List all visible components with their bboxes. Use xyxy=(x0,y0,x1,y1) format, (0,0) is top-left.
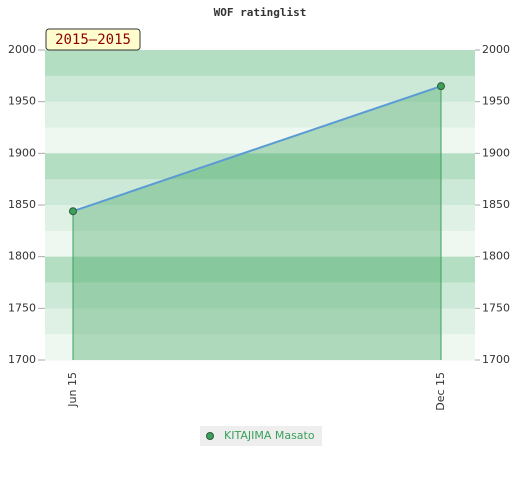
plot-band xyxy=(45,50,475,77)
badge: 2015–2015 xyxy=(55,32,131,48)
series-area xyxy=(73,86,441,361)
data-point xyxy=(437,82,445,91)
plot-band xyxy=(45,230,475,258)
x-tick-label: Dec 15 xyxy=(434,372,447,411)
y-tick-label: 2000 xyxy=(8,43,36,56)
plot-band xyxy=(45,153,475,180)
y-tick-label: 1750 xyxy=(8,301,36,314)
plot-band xyxy=(45,256,475,283)
legend-marker xyxy=(206,432,214,440)
y-tick-label: 1700 xyxy=(8,353,36,366)
chart-title: WOF ratinglist xyxy=(214,6,307,19)
plot-band xyxy=(45,334,475,361)
plot-band xyxy=(45,205,475,232)
y2-tick-label: 2000 xyxy=(482,43,510,56)
data-point xyxy=(69,207,77,216)
legend-label: KITAJIMA Masato xyxy=(224,429,315,442)
y-tick-label: 1900 xyxy=(8,146,36,159)
plot-band xyxy=(45,308,475,335)
plot-band xyxy=(45,101,475,128)
y2-tick-label: 1700 xyxy=(482,353,510,366)
y2-tick-label: 1950 xyxy=(482,95,510,108)
plot-band xyxy=(45,179,475,206)
y2-tick-label: 1850 xyxy=(482,198,510,211)
y-tick-label: 1950 xyxy=(8,95,36,108)
y-tick-label: 1850 xyxy=(8,198,36,211)
y2-tick-label: 1900 xyxy=(482,146,510,159)
plot-band xyxy=(45,75,475,103)
y-tick-label: 1800 xyxy=(8,250,36,263)
plot-band xyxy=(45,127,475,154)
plot-band xyxy=(45,282,475,309)
x-tick-label: Jun 15 xyxy=(66,372,79,408)
legend-box xyxy=(200,426,322,446)
badge-box xyxy=(45,28,141,51)
series-line xyxy=(72,85,442,213)
y2-tick-label: 1800 xyxy=(482,250,510,263)
y2-tick-label: 1750 xyxy=(482,301,510,314)
